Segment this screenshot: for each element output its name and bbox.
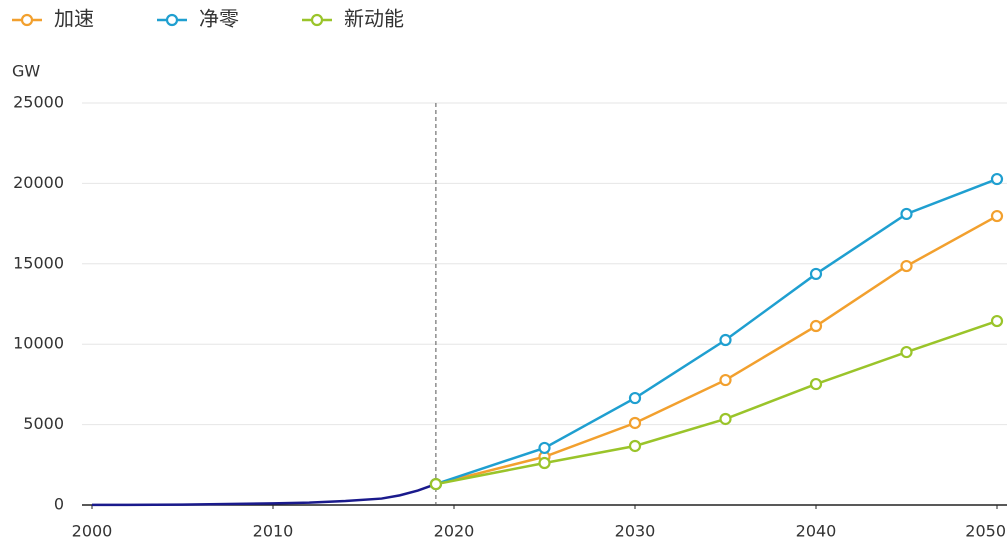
point xyxy=(990,209,1004,223)
x-tick-label: 2010 xyxy=(253,522,294,541)
legend-label: 净零 xyxy=(199,7,239,31)
x-tick-label: 2030 xyxy=(615,522,656,541)
y-tick-label: 25000 xyxy=(13,93,64,112)
point xyxy=(990,314,1004,328)
point xyxy=(900,345,913,359)
point xyxy=(538,441,551,455)
x-tick-label: 2050 xyxy=(965,522,1006,541)
x-tick-label: 2000 xyxy=(72,522,113,541)
y-tick-label: 10000 xyxy=(13,334,64,353)
point xyxy=(628,439,642,453)
history-line xyxy=(91,482,437,507)
point xyxy=(538,456,551,470)
point xyxy=(719,373,732,387)
legend-marker xyxy=(20,13,34,27)
y-axis-label: GW xyxy=(12,62,40,81)
point xyxy=(900,259,913,273)
point xyxy=(809,377,823,391)
legend-marker xyxy=(310,13,324,27)
point xyxy=(719,333,732,347)
x-tick-label: 2020 xyxy=(434,522,475,541)
point xyxy=(809,319,823,333)
point xyxy=(719,412,732,426)
y-tick-label: 20000 xyxy=(13,173,64,192)
y-tick-label: 5000 xyxy=(23,414,64,433)
x-tick-label: 2040 xyxy=(796,522,837,541)
point xyxy=(990,172,1004,186)
legend-marker xyxy=(165,13,179,27)
point xyxy=(628,416,642,430)
legend-label: 加速 xyxy=(54,7,94,31)
y-tick-label: 0 xyxy=(54,495,64,514)
series-line xyxy=(435,177,998,486)
y-tick-label: 15000 xyxy=(13,253,64,272)
legend-label: 新动能 xyxy=(344,7,404,31)
point xyxy=(900,207,913,221)
point xyxy=(628,391,642,405)
point xyxy=(429,477,442,491)
point xyxy=(809,267,823,281)
